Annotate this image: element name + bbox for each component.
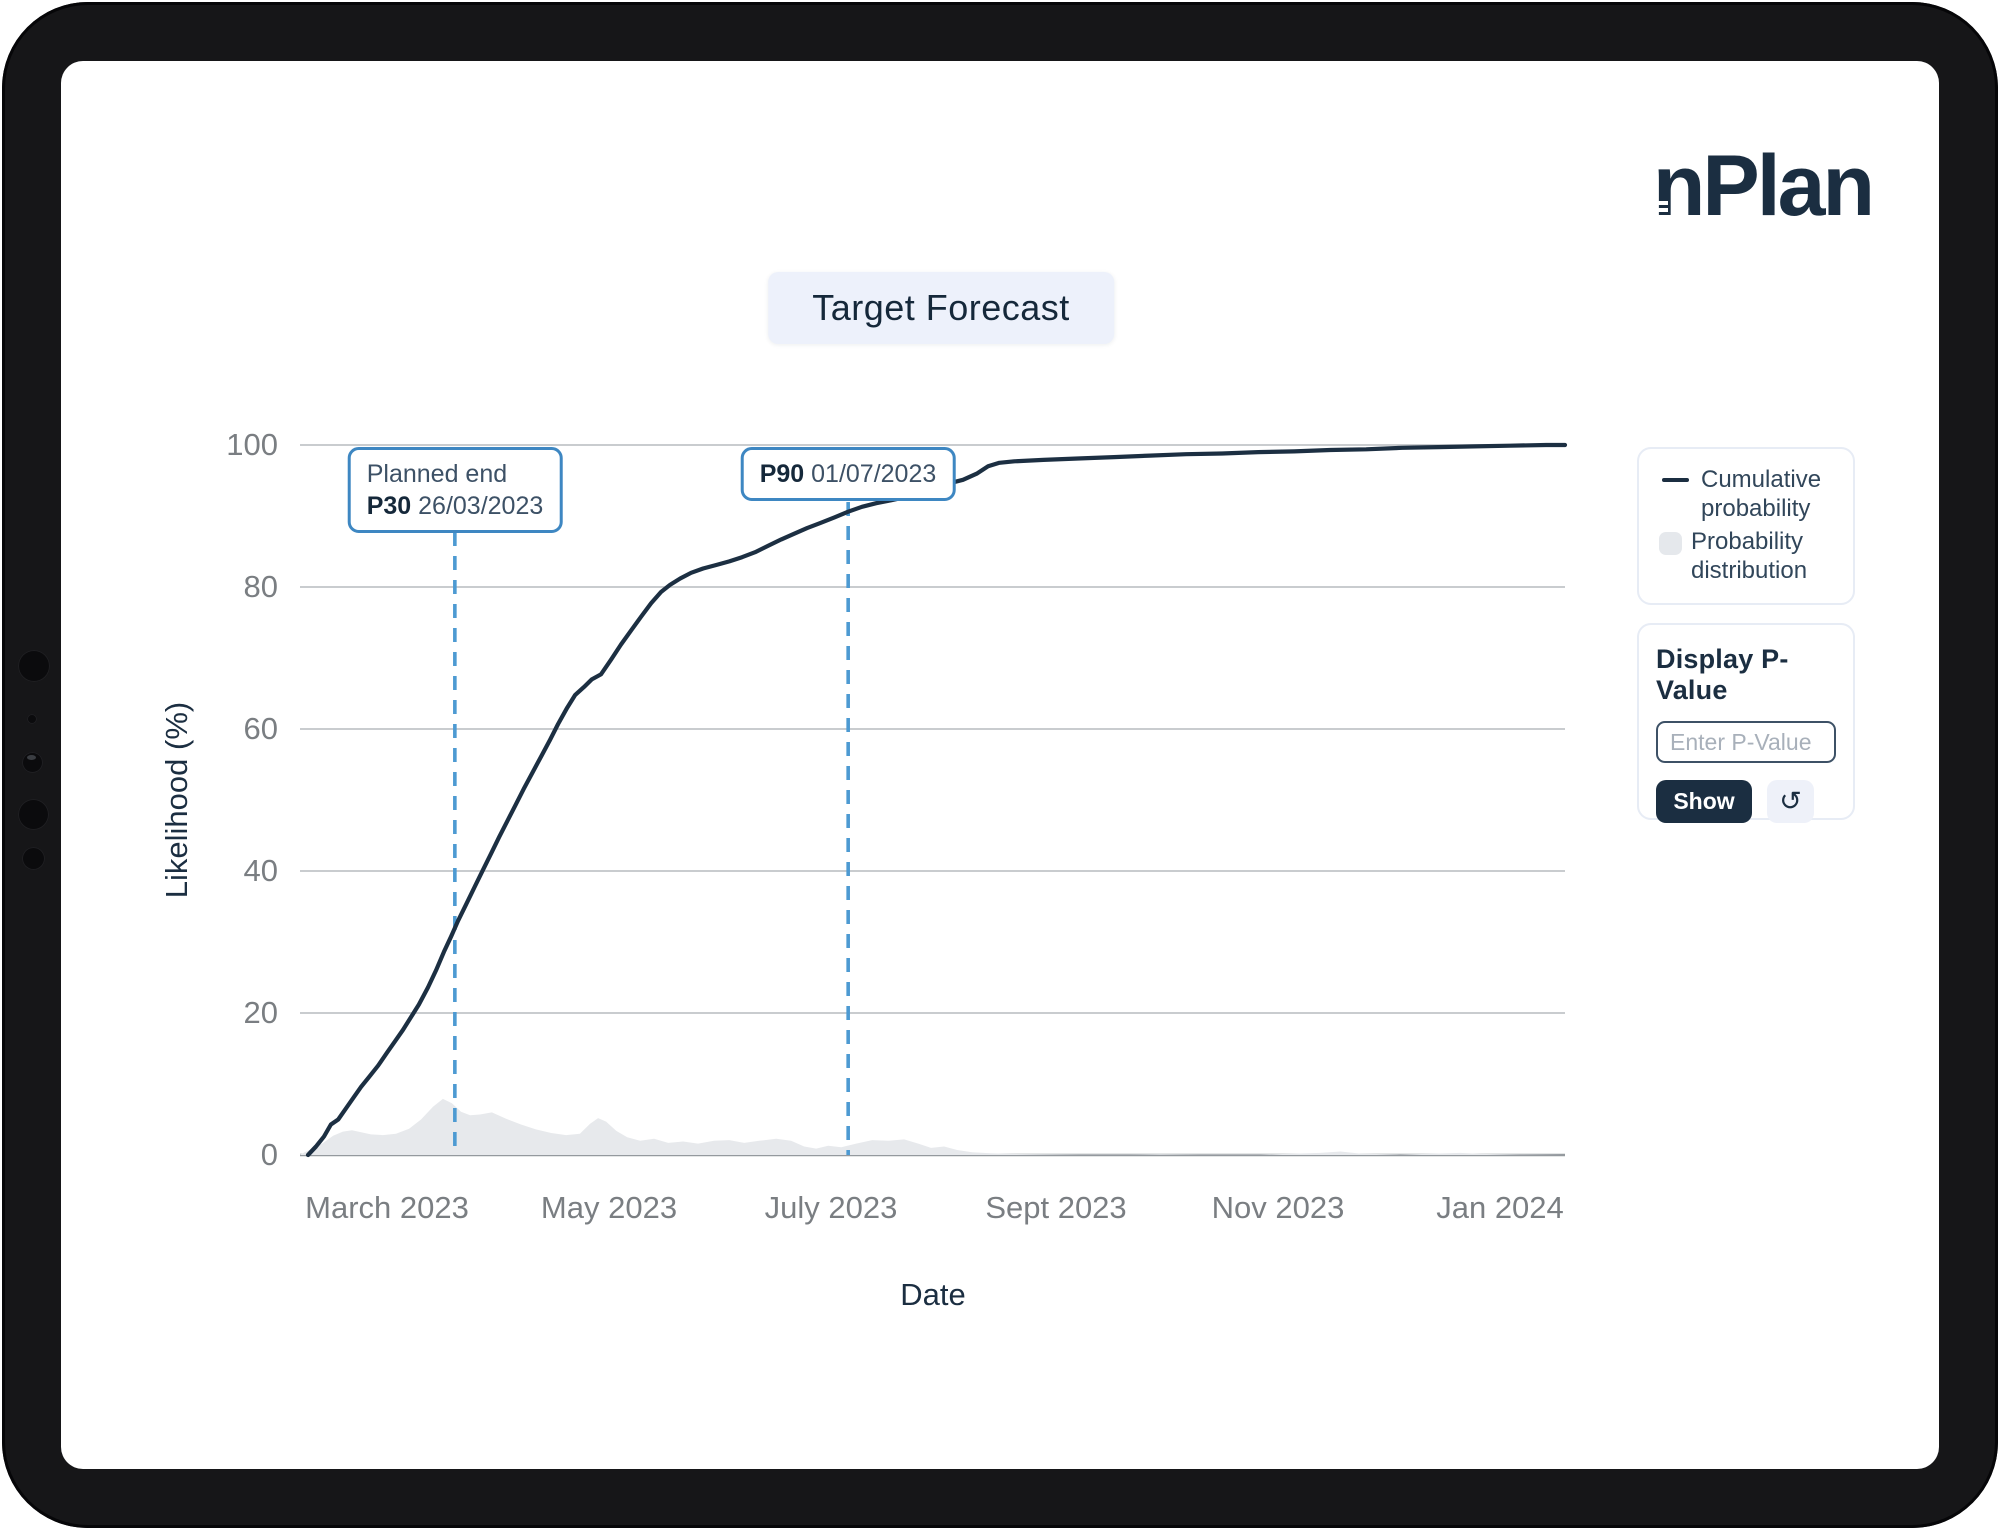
planned-end-annotation[interactable]: Planned end P30 26/03/2023 xyxy=(347,447,563,533)
x-tick-label: May 2023 xyxy=(540,1190,678,1225)
y-tick-label-40: 40 xyxy=(243,853,278,888)
line-swatch-icon xyxy=(1662,478,1689,482)
page-title: Target Forecast xyxy=(768,272,1114,344)
camera-dot-medium xyxy=(22,847,45,870)
reset-icon: ↺ xyxy=(1779,786,1802,817)
reset-button[interactable]: ↺ xyxy=(1767,780,1814,823)
x-tick-label: Sept 2023 xyxy=(985,1190,1127,1225)
y-tick-label-0: 0 xyxy=(260,1137,278,1172)
legend-label: Cumulative probability xyxy=(1701,466,1822,522)
p90-annotation[interactable]: P90 01/07/2023 xyxy=(740,447,956,501)
x-tick-label: March 2023 xyxy=(305,1190,469,1225)
x-tick-label: Nov 2023 xyxy=(1211,1190,1345,1225)
legend-item-probability-distribution[interactable]: Probability distribution xyxy=(1659,527,1853,585)
display-p-value-panel: Display P-Value Show ↺ xyxy=(1637,623,1855,823)
camera-dot-small xyxy=(27,714,37,724)
nplan-logo: nPlan xyxy=(1653,143,1875,232)
legend-label: Probability distribution xyxy=(1691,528,1808,584)
y-tick-label-100: 100 xyxy=(226,427,278,462)
cumulative-probability-line xyxy=(305,442,1568,1158)
legend-item-cumulative-probability[interactable]: Cumulative probability xyxy=(1659,465,1853,523)
camera-dot-large-bottom xyxy=(18,799,49,830)
probability-distribution-area xyxy=(300,1098,1565,1155)
y-tick-label-20: 20 xyxy=(243,995,278,1030)
camera-lens-highlight xyxy=(27,755,36,760)
y-tick-label-60: 60 xyxy=(243,711,278,746)
show-button[interactable]: Show xyxy=(1656,780,1752,823)
camera-lens xyxy=(22,752,43,773)
p-value-panel-title: Display P-Value xyxy=(1656,644,1789,705)
x-tick-label: Jan 2024 xyxy=(1436,1190,1564,1225)
nplan-logo-stripes xyxy=(1653,198,1668,230)
area-swatch-icon xyxy=(1659,532,1682,555)
camera-dot-large-top xyxy=(18,650,50,682)
x-axis-title: Date xyxy=(900,1277,966,1312)
chart-legend: Cumulative probability Probability distr… xyxy=(1637,447,1855,605)
y-tick-label-80: 80 xyxy=(243,569,278,604)
nplan-logo-text: nPlan xyxy=(1652,138,1875,234)
p-value-input[interactable] xyxy=(1656,721,1836,763)
x-tick-label: July 2023 xyxy=(764,1190,898,1225)
